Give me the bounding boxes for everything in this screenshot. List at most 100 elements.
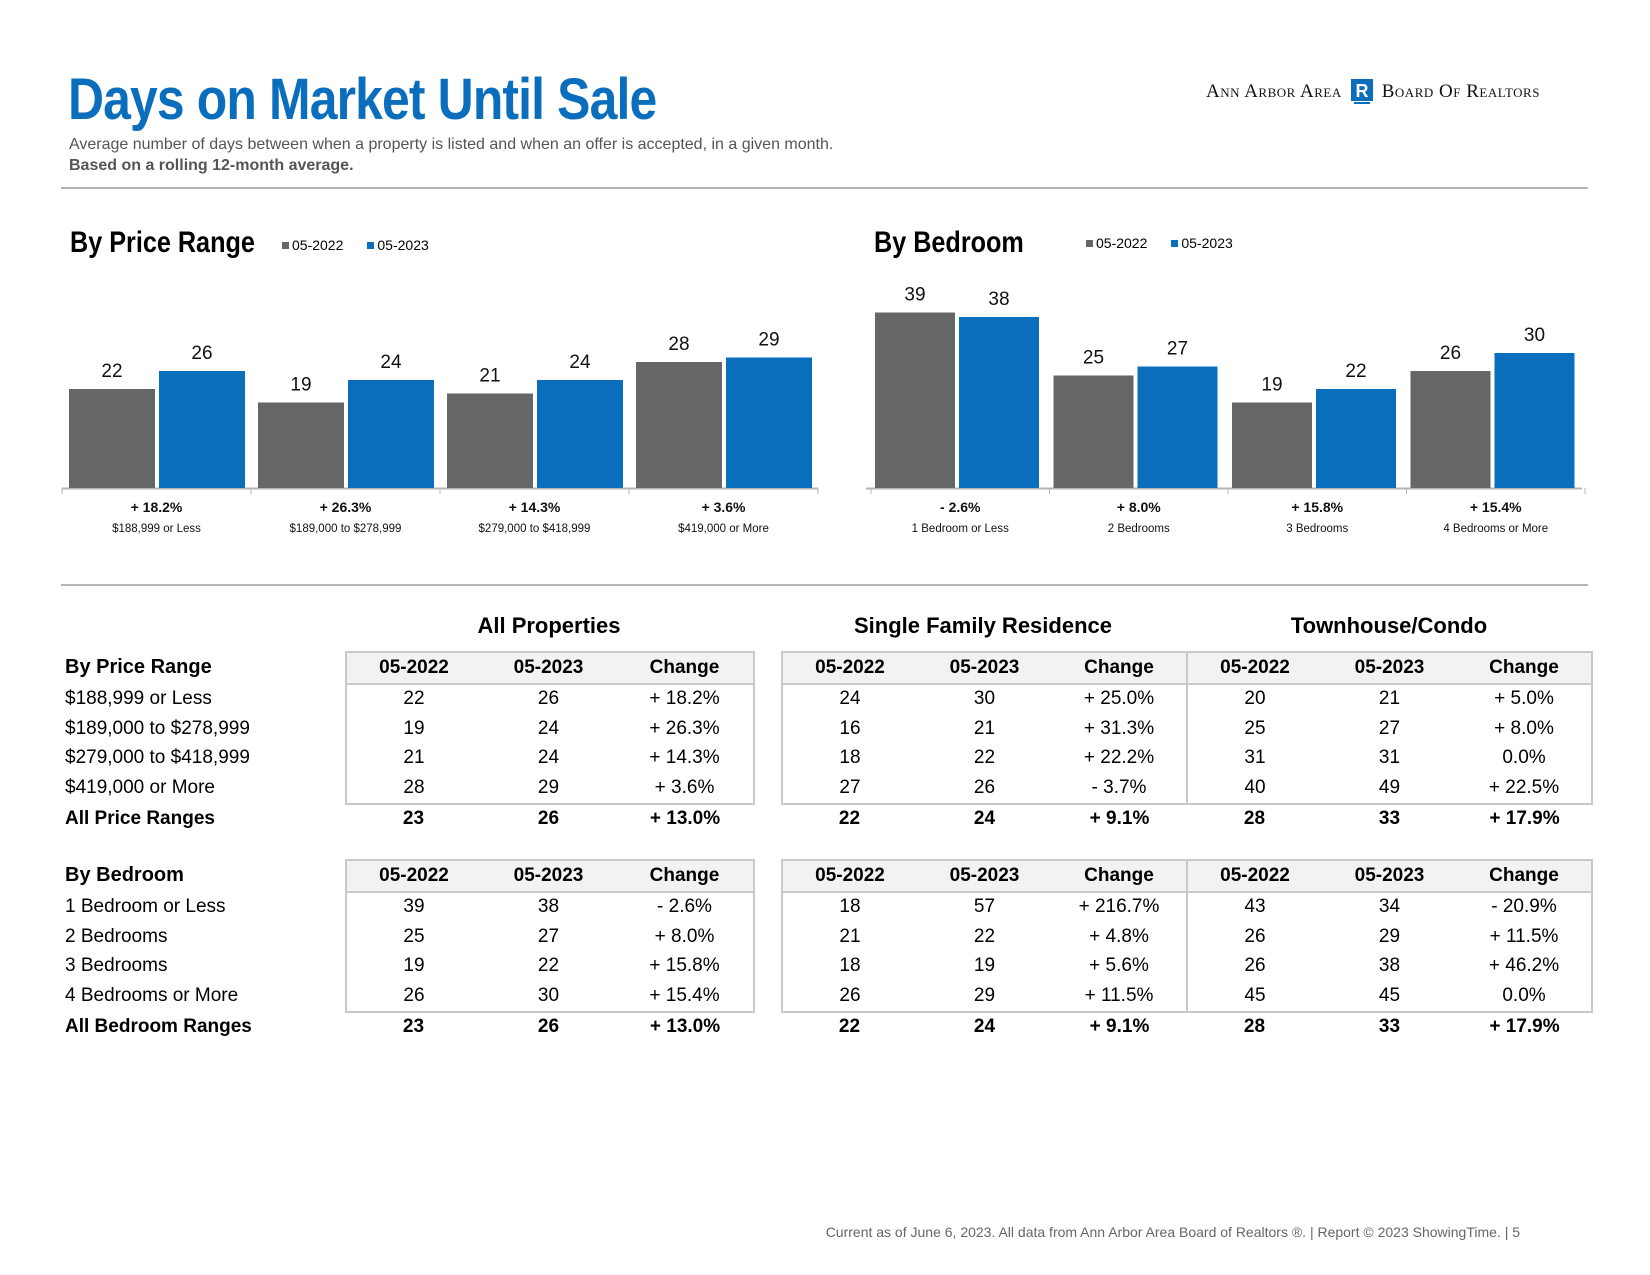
table-cell: 38: [537, 896, 560, 918]
table-cell: 22: [345, 683, 481, 714]
table-cell: 27: [1378, 717, 1401, 739]
column-header: 05-2022: [781, 651, 917, 685]
table-cell: 19: [345, 714, 481, 744]
bar-value-label: 26: [191, 343, 212, 364]
bar-prior: [1053, 375, 1134, 488]
footer-note: Current as of June 6, 2023. All data fro…: [825, 1224, 1520, 1240]
page-title: Days on Market Until Sale: [68, 67, 657, 132]
table-cell: 40: [1186, 773, 1322, 805]
change-label: + 8.0%: [1117, 499, 1162, 515]
table-cell: + 5.0%: [1457, 683, 1593, 714]
table-cell: 45: [1322, 981, 1457, 1013]
row-label: $279,000 to $418,999: [65, 747, 250, 769]
table-cell: 23: [402, 808, 425, 830]
column-header: 05-2023: [1322, 859, 1457, 893]
change-label: + 15.4%: [1470, 499, 1522, 515]
table-cell: 24: [781, 683, 917, 714]
table-cell: 29: [917, 981, 1052, 1013]
change-label: + 18.2%: [131, 499, 183, 515]
table-cell: 33: [1378, 1016, 1401, 1038]
table-cell: + 9.1%: [1089, 808, 1150, 830]
category-label: $279,000 to $418,999: [479, 523, 591, 535]
bar-value-label: 19: [1261, 375, 1282, 396]
bar-current: [1316, 389, 1396, 488]
table-cell: 43: [1186, 891, 1322, 922]
table-cell: 24: [973, 808, 996, 830]
table-gap: [754, 744, 782, 774]
table-cell: 0.0%: [1457, 981, 1593, 1013]
table-cell: 25: [1186, 714, 1322, 744]
page-subtitle-note: Based on a rolling 12-month average.: [69, 157, 354, 174]
table-header-row: By Price Range 05-2022 05-2023 Change 05-202…: [62, 651, 1593, 685]
bar-value-label: 24: [380, 352, 402, 373]
bar-prior: [1232, 402, 1312, 488]
table-cell: 23: [402, 1016, 425, 1038]
table-cell: + 15.4%: [616, 981, 755, 1013]
table-gap: [754, 981, 782, 1012]
category-label: $419,000 or More: [678, 523, 769, 535]
legend-price: 05-2022 05-2023: [282, 237, 429, 253]
column-header: Change: [1457, 651, 1593, 685]
table-total-row: All Bedroom Ranges 23 26 + 13.0% 22 24 + 9.1% 2…: [62, 1012, 1592, 1043]
table-cell: 34: [1378, 896, 1401, 918]
table-cell: 28: [1243, 1016, 1266, 1038]
table-cell: 26: [537, 808, 560, 830]
table-cell: 25: [345, 922, 481, 952]
table-cell: - 2.6%: [616, 891, 755, 922]
table-cell: 24: [537, 717, 560, 739]
header-divider: [61, 187, 1588, 189]
chart-bedroom: 39 38 - 2.6% 1 Bedroom or Less 25 27 + 8.0% 2 B…: [866, 285, 1586, 535]
table-cell: + 14.3%: [616, 743, 755, 773]
column-header: 05-2023: [917, 651, 1052, 685]
legend-swatch-prior: [282, 241, 289, 249]
table-cell: 22: [838, 808, 861, 830]
table-row: 1 Bedroom or Less 39 38 - 2.6% 18 57 + 216.7% 4…: [62, 891, 1593, 922]
table-cell: 21: [973, 717, 996, 739]
bar-current: [537, 380, 623, 488]
table-cell: 39: [345, 891, 481, 922]
bar-value-label: 21: [479, 366, 500, 387]
table-cell: 26: [917, 773, 1052, 805]
legend-swatch-current: [1171, 239, 1179, 247]
row-label: All Price Ranges: [65, 807, 215, 829]
table-cell: 16: [781, 714, 917, 744]
bar-value-label: 19: [290, 375, 311, 396]
row-label: $419,000 or More: [65, 777, 215, 799]
table-cell: 31: [1186, 743, 1322, 773]
bar-value-label: 38: [988, 289, 1009, 310]
svg-text:R: R: [1355, 81, 1368, 101]
price-table: By Price Range 05-2022 05-2023 Change 05-202…: [62, 651, 1593, 834]
category-label: 3 Bedrooms: [1286, 523, 1348, 535]
chart-title-price: By Price Range: [70, 226, 255, 259]
table-cell: 18: [781, 743, 917, 773]
bar-current: [348, 380, 434, 488]
column-header: Change: [616, 651, 755, 685]
column-header: 05-2022: [345, 651, 481, 685]
bar-current: [959, 317, 1039, 488]
table-cell: 24: [537, 747, 560, 769]
row-label: 3 Bedrooms: [65, 955, 168, 977]
column-header: Change: [1052, 651, 1187, 685]
table-cell: + 17.9%: [1489, 1016, 1560, 1038]
bar-value-label: 28: [668, 334, 689, 355]
group-title-sfr: Single Family Residence: [854, 613, 1112, 638]
table-cell: + 13.0%: [649, 1016, 721, 1038]
realtors-logo: Ann Arbor Area R Board Of Realtors: [1206, 77, 1540, 107]
table-cell: - 20.9%: [1457, 891, 1593, 922]
table-cell: 26: [537, 1016, 560, 1038]
bar-prior: [258, 402, 344, 488]
column-header: 05-2022: [781, 859, 917, 893]
logo-text-right: Board Of Realtors: [1381, 81, 1540, 102]
column-header: 05-2022: [345, 859, 481, 893]
table-cell: + 17.9%: [1489, 808, 1560, 830]
legend-swatch-prior: [1086, 239, 1093, 247]
table-cell: 29: [1378, 925, 1401, 947]
legend-swatch-current: [367, 241, 375, 249]
table-cell: 22: [838, 1016, 861, 1038]
table-cell: 22: [973, 925, 996, 947]
bar-prior: [636, 362, 722, 488]
table-row: 2 Bedrooms 25 27 + 8.0% 21 22 + 4.8% 26 29 + 11.5…: [62, 922, 1593, 952]
table-row: 4 Bedrooms or More 26 30 + 15.4% 26 29 + 11.5%…: [62, 981, 1593, 1013]
table-cell: + 4.8%: [1089, 925, 1149, 947]
page-subtitle: Average number of days between when a pr…: [69, 136, 834, 153]
